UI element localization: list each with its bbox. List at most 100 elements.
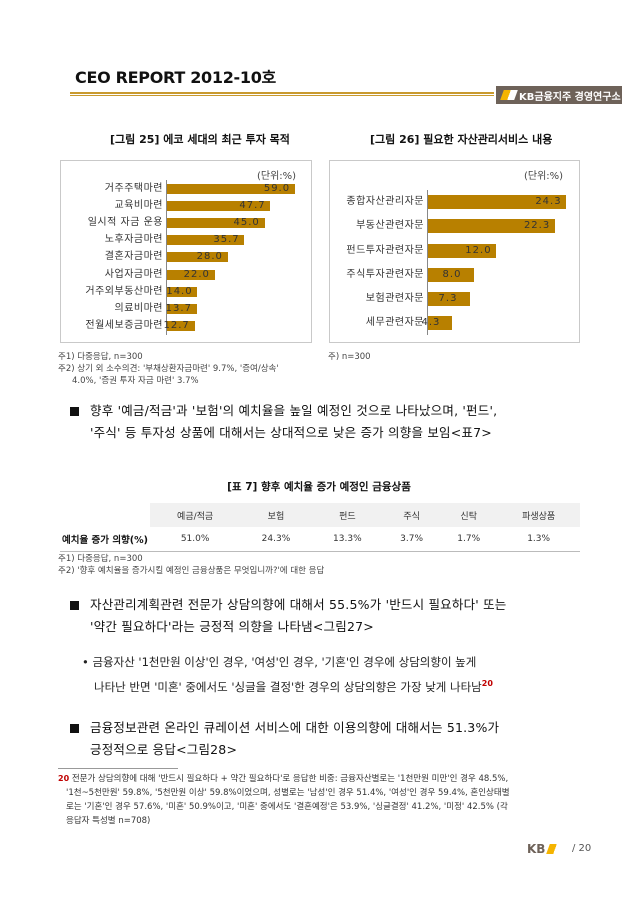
figure25-note-1: 주1) 다중응답, n=300: [58, 352, 143, 362]
figure26-chart: 종합자산관리자문 24.3 부동산관련자문 22.3 펀드투자관련자문 12.0 주식투자관…: [329, 190, 580, 336]
paragraph-2: 자산관리계획관련 전문가 상담의향에 대해서 55.5%가 '반드시 필요하다'…: [90, 594, 610, 638]
table7-cell: 1.3%: [527, 533, 551, 544]
bar-value-label: 12.7: [163, 320, 190, 332]
bar-value-label: 8.0: [442, 268, 462, 280]
table7-header: 펀드: [339, 511, 356, 522]
bar: [167, 269, 215, 280]
figure25-title: [그림 25] 에코 세대의 최근 투자 목적: [110, 133, 290, 146]
paragraph-4-line1: 금융정보관련 온라인 큐레이션 서비스에 대한 이용의향에 대해서는 51.3%…: [90, 720, 500, 735]
bar: [428, 267, 474, 282]
bar-value-label: 22.3: [523, 220, 551, 232]
category-label: 의료비마련: [114, 303, 163, 314]
figure26-frame: [329, 160, 580, 343]
category-label: 결혼자금마련: [104, 251, 163, 263]
figure26-title: [그림 26] 필요한 자산관리서비스 내용: [370, 133, 553, 146]
table7-note-1: 주1) 다중응답, n=300: [58, 554, 143, 564]
footnote-line4: 응답자 특성별 n=708): [66, 816, 151, 826]
bar-value-label: 59.0: [263, 182, 291, 194]
category-label: 사업자금마련: [104, 268, 163, 280]
figure25-chart: 거주주택마련 59.0 교육비마련 47.7 일시적 자금 운용 45.0 노후자금마련 35…: [60, 180, 312, 335]
kb-logo-icon: [546, 844, 565, 854]
category-label: 일시적 자금 운용: [87, 217, 163, 228]
bar-value-label: 13.7: [165, 303, 192, 314]
paragraph-2-line1: 자산관리계획관련 전문가 상담의향에 대해서 55.5%가 '반드시 필요하다'…: [90, 597, 507, 612]
bar-value-label: 7.3: [438, 292, 458, 304]
bar: [167, 321, 195, 332]
table7-row-label: 예치율 증가 의향(%): [62, 534, 148, 546]
footnote-line2: '1천~5천만원' 59.8%, '5천만원 이상' 59.8%이었으며, 성별…: [66, 788, 510, 798]
table7-header: 보험: [267, 511, 285, 522]
footnote-ref[interactable]: 20: [481, 679, 493, 688]
paragraph-4: 금융정보관련 온라인 큐레이션 서비스에 대한 이용의향에 대해서는 51.3%…: [90, 717, 610, 761]
category-label: 전월세보증금마련: [85, 320, 163, 332]
figure25-note-2: 주2) 상기 외 소수의견: '부채상환자금마련' 9.7%, '증여/상속': [58, 364, 279, 374]
table7-title: [표 7] 향후 예치율 증가 예정인 금융상품: [227, 481, 411, 493]
bar-value-label: 45.0: [233, 217, 260, 228]
bar-value-label: 35.7: [213, 234, 240, 246]
bar: [167, 252, 228, 263]
bar-value-label: 12.0: [465, 244, 492, 256]
brand-name: KB금융지주 경영연구소: [519, 91, 621, 103]
footnote-line1-row: 20 전문가 상담의향에 대해 '반드시 필요하다 + 약간 필요하다'로 응답…: [58, 772, 618, 786]
bar-value-label: 14.0: [166, 285, 193, 297]
bar: [167, 235, 245, 246]
figure25-unit: (단위:%): [257, 171, 297, 182]
footnote-mark: 20: [58, 774, 70, 783]
bar: [428, 291, 470, 306]
paragraph-3-line1-row: • 금융자산 '1천만원 이상'인 경우, '여성'인 경우, '기혼'인 경우…: [82, 652, 612, 673]
paragraph-4-line2: 긍정적으로 응답<그림28>: [90, 742, 238, 757]
table7-header-row: 예금/적금 보험 펀드 주식 신탁 파생상품: [60, 503, 580, 527]
title-underline: [70, 92, 494, 94]
bar-value-label: 22.0: [183, 268, 210, 280]
table7-cell: 3.7%: [400, 533, 424, 544]
figure25-note-3: 4.0%, '증권 투자 자금 마련' 3.7%: [72, 376, 199, 386]
category-label: 거주주택마련: [104, 182, 163, 194]
bar: [167, 218, 265, 228]
title-underline-thin: [70, 95, 494, 96]
table7-cell: 24.3%: [261, 533, 291, 544]
table7-corner: [60, 503, 150, 527]
footer-logo: KB: [527, 842, 565, 856]
footer-logo-text: KB: [527, 842, 546, 856]
table7-cell: 13.3%: [333, 533, 362, 544]
bar: [428, 219, 555, 234]
page-number: / 20: [572, 843, 592, 854]
table7-header: 예금/적금: [177, 511, 214, 522]
bar-value-label: 28.0: [196, 251, 223, 263]
bar: [167, 304, 197, 314]
table-row: 예치율 증가 의향(%) 51.0% 24.3% 13.3% 3.7% 1.7%…: [60, 527, 580, 551]
bar: [167, 183, 295, 194]
bar-value-label: 4.3: [421, 317, 441, 329]
category-label: 주식투자관련자문: [346, 268, 424, 280]
bullet-square: [70, 407, 79, 416]
bar: [428, 195, 567, 210]
figure26-unit: (단위:%): [524, 171, 564, 182]
table7-header: 파생상품: [522, 511, 556, 522]
brand-banner: KB금융지주 경영연구소: [496, 86, 622, 104]
table7-cell: 51.0%: [180, 533, 210, 544]
footnote-divider: [58, 768, 178, 769]
chart-axis: [427, 190, 428, 336]
category-label: 부동산관련자문: [356, 220, 424, 232]
dot-bullet: •: [82, 655, 93, 669]
table7: 예금/적금 보험 펀드 주식 신탁 파생상품 예치율 증가 의향(%) 51.0…: [60, 503, 580, 552]
table7-cell: 1.7%: [457, 533, 481, 544]
category-label: 노후자금마련: [104, 234, 163, 246]
footnote-line3: 로는 '기혼'인 경우 57.6%, '미혼' 50.9%이고, '미혼' 중에…: [66, 802, 508, 812]
table7-header: 주식: [403, 511, 420, 522]
footnote-line1: 전문가 상담의향에 대해 '반드시 필요하다 + 약간 필요하다'로 응답한 비…: [71, 774, 509, 784]
chart-axis: [166, 180, 167, 335]
bar: [167, 286, 198, 297]
paragraph-1-line1: 향후 '예금/적금'과 '보험'의 예치율을 높일 예정인 것으로 나타났으며,…: [90, 403, 498, 418]
paragraph-3-line1: 금융자산 '1천만원 이상'인 경우, '여성'인 경우, '기혼'인 경우에 …: [92, 655, 477, 669]
bar: [167, 200, 271, 211]
paragraph-3: • 금융자산 '1천만원 이상'인 경우, '여성'인 경우, '기혼'인 경우…: [82, 652, 612, 698]
paragraph-1: 향후 '예금/적금'과 '보험'의 예치율을 높일 예정인 것으로 나타났으며,…: [90, 400, 610, 444]
category-label: 교육비마련: [114, 199, 163, 211]
report-title: CEO REPORT 2012-10호: [75, 68, 276, 87]
category-label: 보험관련자문: [365, 292, 424, 304]
figure26-note: 주) n=300: [328, 352, 371, 362]
category-label: 거주외부동산마련: [85, 285, 163, 297]
bar: [428, 243, 497, 258]
bullet-square: [70, 724, 79, 733]
